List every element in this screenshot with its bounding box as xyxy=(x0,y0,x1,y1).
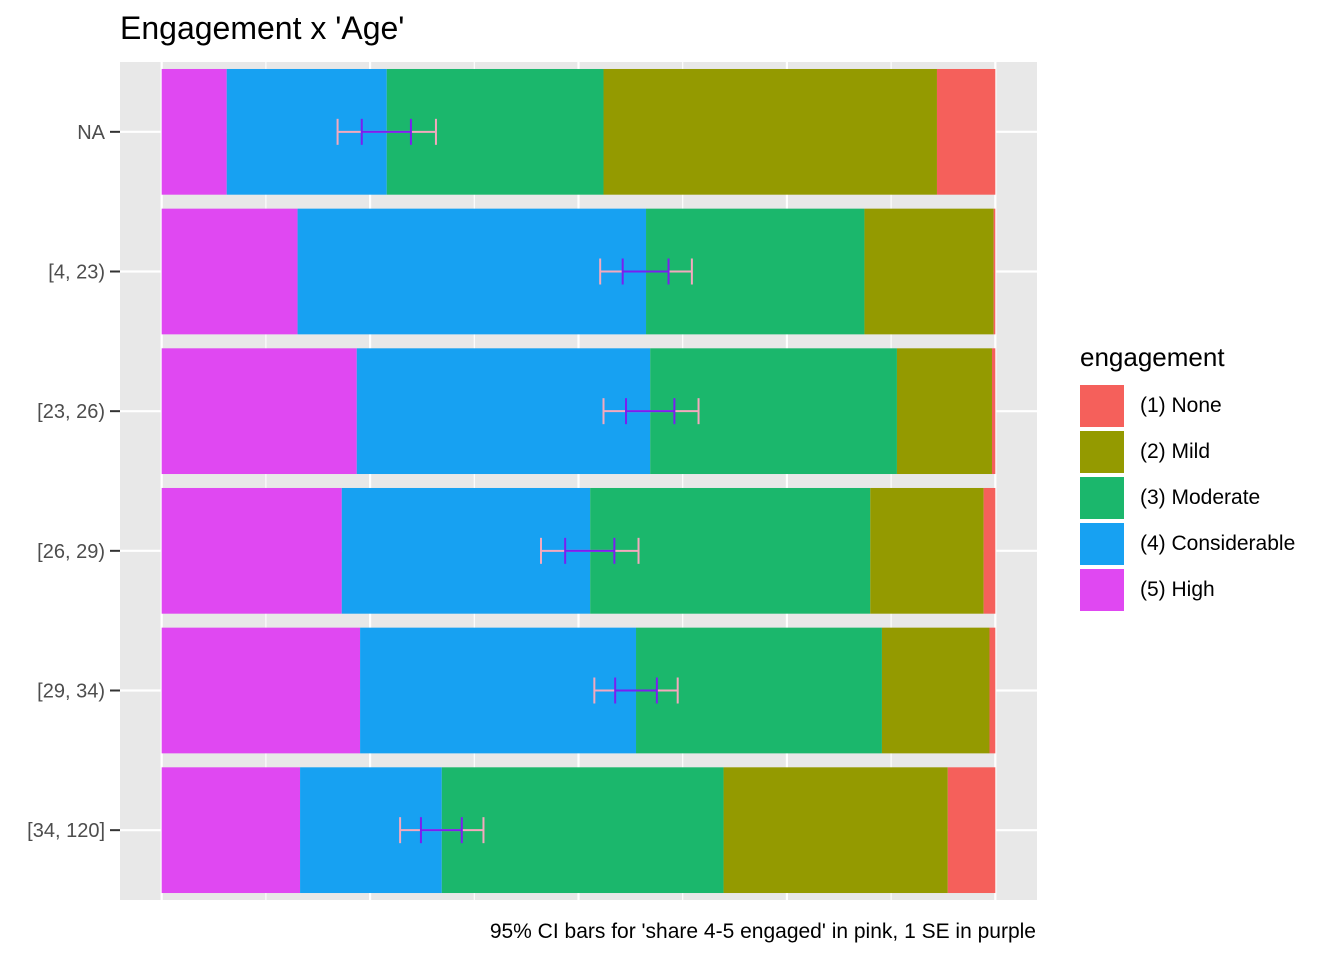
y-tick-label: [4, 23) xyxy=(48,262,105,284)
legend-label: (1) None xyxy=(1140,394,1222,417)
bar-segment xyxy=(947,767,996,894)
bar-segment xyxy=(989,627,996,754)
se-error-bar xyxy=(564,537,616,564)
se-error-bar xyxy=(614,677,658,704)
bar-segment xyxy=(161,627,361,754)
legend-key xyxy=(1080,569,1124,611)
legend-key xyxy=(1080,477,1124,519)
y-tick-label: [23, 26) xyxy=(37,401,105,423)
legend-item: (1) None xyxy=(1080,383,1295,429)
legend-title: engagement xyxy=(1080,342,1225,372)
legend-item: (3) Moderate xyxy=(1080,475,1295,521)
bar-segment xyxy=(441,767,724,894)
se-error-bar xyxy=(625,398,676,425)
bar-segment xyxy=(993,208,996,335)
bar-segment xyxy=(864,208,994,335)
bar-segment xyxy=(161,767,301,894)
chart-title: Engagement x 'Age' xyxy=(120,10,405,46)
y-axis: NA [4, 23) [23, 26) [26, 29) [29, 34) [34, 12… xyxy=(27,122,120,842)
bar-segment xyxy=(936,68,996,195)
bar-segment xyxy=(360,627,637,754)
legend-item: (5) High xyxy=(1080,567,1295,613)
legend-key xyxy=(1080,431,1124,473)
bar-segment xyxy=(161,348,357,475)
y-tick-label: [34, 120] xyxy=(27,820,105,842)
legend-label: (4) Considerable xyxy=(1140,532,1296,555)
legend-label: (3) Moderate xyxy=(1140,486,1261,509)
legend: engagement (1) None (2) Mild (3) Moderate(… xyxy=(1080,342,1295,613)
y-tick-label: [26, 29) xyxy=(37,541,105,563)
legend-item: (4) Considerable xyxy=(1080,521,1295,567)
se-error-bar xyxy=(419,817,463,844)
se-error-bar xyxy=(621,258,670,285)
chart-caption: 95% CI bars for 'share 4-5 engaged' in p… xyxy=(489,920,1036,943)
legend-items: (1) None (2) Mild (3) Moderate (4) Consider… xyxy=(1080,383,1295,613)
legend-key xyxy=(1080,523,1124,565)
bar-segment xyxy=(983,487,996,614)
bar-segment xyxy=(881,627,990,754)
y-tick-label: [29, 34) xyxy=(37,681,105,703)
bar-segment xyxy=(603,68,937,195)
bar-segment xyxy=(870,487,984,614)
bar-segment xyxy=(991,348,996,475)
bar-segment xyxy=(297,208,647,335)
legend-label: (2) Mild xyxy=(1140,440,1211,463)
bars xyxy=(161,68,996,894)
bar-segment xyxy=(161,208,298,335)
se-error-bar xyxy=(360,118,412,145)
bar-segment xyxy=(896,348,992,475)
y-tick-label: NA xyxy=(77,122,105,144)
bar-segment xyxy=(161,68,227,195)
bar-segment xyxy=(161,487,342,614)
legend-label: (5) High xyxy=(1140,578,1215,601)
legend-key xyxy=(1080,385,1124,427)
bar-segment xyxy=(723,767,948,894)
bar-segment xyxy=(356,348,651,475)
legend-item: (2) Mild xyxy=(1080,429,1295,475)
error-bars xyxy=(336,118,700,844)
